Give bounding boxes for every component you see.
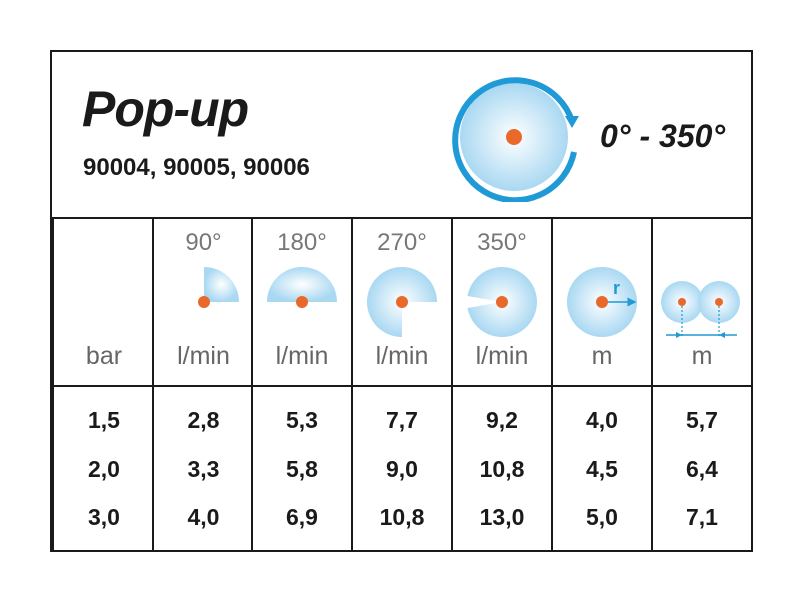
value: 6,4 (686, 455, 718, 482)
value: 4,0 (187, 504, 220, 530)
value: 9,0 (386, 455, 418, 482)
angle-label: 270° (377, 229, 427, 256)
column-flow-270: 270° l/min 7,7 9,0 10,8 (351, 217, 451, 550)
unit-label: m (591, 342, 613, 370)
unit-label: m (691, 342, 713, 370)
value: 4,0 (586, 407, 618, 433)
column-pressure: bar 1,5 2,0 3,0 (52, 217, 154, 550)
arc-range-label: 0° - 350° (600, 118, 726, 154)
unit-label: l/min (177, 342, 230, 370)
column-radius: r m 4,0 4,5 5,0 (551, 217, 651, 550)
value: 6,9 (286, 504, 318, 530)
value: 7,1 (686, 504, 718, 530)
unit-label: l/min (375, 342, 429, 370)
value: 10,8 (479, 455, 525, 482)
column-spacing: m 5,7 6,4 7,1 (651, 217, 751, 550)
value: 1,5 (88, 407, 120, 433)
value: 5,7 (686, 407, 718, 433)
three-quarter-spray-icon (367, 267, 437, 337)
model-numbers: 90004, 90005, 90006 (83, 154, 310, 181)
unit-label: l/min (475, 342, 529, 370)
unit-label: l/min (275, 342, 329, 370)
radius-label: r (613, 278, 620, 298)
angle-label: 90° (185, 229, 222, 256)
value: 4,5 (586, 455, 618, 482)
value: 2,8 (187, 407, 220, 433)
value: 5,8 (286, 455, 318, 482)
value: 5,3 (286, 407, 318, 433)
spec-table: Pop-up 90004, 90005, 90006 0° - 350° bar… (50, 50, 753, 552)
table-header: Pop-up 90004, 90005, 90006 0° - 350° (52, 52, 751, 219)
value: 2,0 (88, 455, 120, 482)
half-circle-spray-icon (267, 267, 337, 308)
angle-label: 350° (477, 229, 527, 256)
value: 13,0 (479, 504, 525, 530)
spacing-icon (661, 281, 740, 338)
quarter-circle-spray-icon (198, 267, 239, 308)
rotation-range-icon (452, 77, 579, 202)
angle-label: 180° (277, 229, 327, 256)
value: 7,7 (386, 407, 418, 433)
product-title: Pop-up (82, 81, 249, 137)
full-circle-spray-icon (467, 267, 537, 337)
radius-icon: r (567, 267, 637, 337)
value: 3,3 (187, 455, 220, 482)
column-flow-90: 90° l/min 2,8 3,3 4,0 (152, 217, 253, 550)
column-flow-350: 350° l/min 9,2 10,8 13,0 (451, 217, 551, 550)
value: 10,8 (379, 504, 425, 530)
value: 3,0 (88, 504, 120, 530)
value: 9,2 (486, 407, 518, 433)
unit-label: bar (85, 342, 123, 370)
column-flow-180: 180° l/min 5,3 5,8 6,9 (251, 217, 351, 550)
value: 5,0 (586, 504, 618, 530)
